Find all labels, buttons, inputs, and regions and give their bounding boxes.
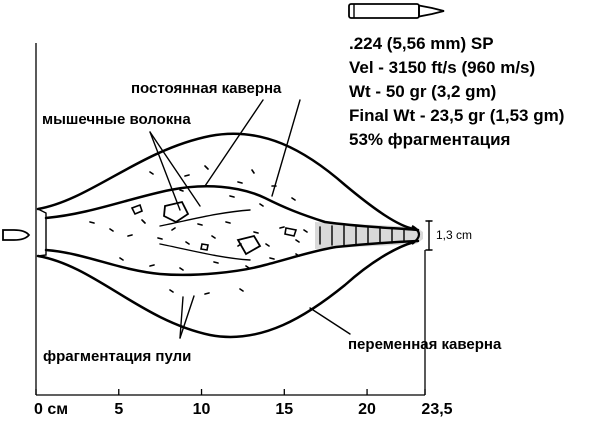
axis-tick-label: 15 xyxy=(275,401,293,418)
axis-tick-label: 20 xyxy=(358,401,376,418)
axis-tick-label: 0 см xyxy=(34,401,68,418)
fragmentation-percent-text: 53% фрагментация xyxy=(349,130,510,149)
caliber-text: .224 (5,56 mm) SP xyxy=(349,34,494,53)
final-weight-text: Final Wt - 23,5 gr (1,53 gm) xyxy=(349,106,564,125)
depth-ruler: 0 см 5 10 15 20 23,5 xyxy=(34,43,453,418)
weight-text: Wt - 50 gr (3,2 gm) xyxy=(349,82,496,101)
diameter-marker: 1,3 cm xyxy=(425,220,472,251)
muscle-fibers-label: мышечные волокна xyxy=(42,111,191,128)
axis-tick-label: 5 xyxy=(114,401,123,418)
bullet-fragmentation-label: фрагментация пули xyxy=(43,348,191,365)
diameter-label: 1,3 cm xyxy=(436,228,472,242)
bullet-track xyxy=(315,222,423,249)
temporary-cavity-outline xyxy=(36,132,416,339)
velocity-text: Vel - 3150 ft/s (960 m/s) xyxy=(349,58,535,77)
axis-tick-label: 10 xyxy=(193,401,211,418)
cartridge-icon xyxy=(348,3,445,19)
bullet-icon xyxy=(2,229,31,241)
permanent-cavity-outline xyxy=(44,185,420,277)
annotation-leaders xyxy=(149,99,351,339)
axis-tick-label: 23,5 xyxy=(421,401,452,418)
fragment-speckles xyxy=(89,165,308,295)
permanent-cavity-label: постоянная каверна xyxy=(131,80,282,97)
